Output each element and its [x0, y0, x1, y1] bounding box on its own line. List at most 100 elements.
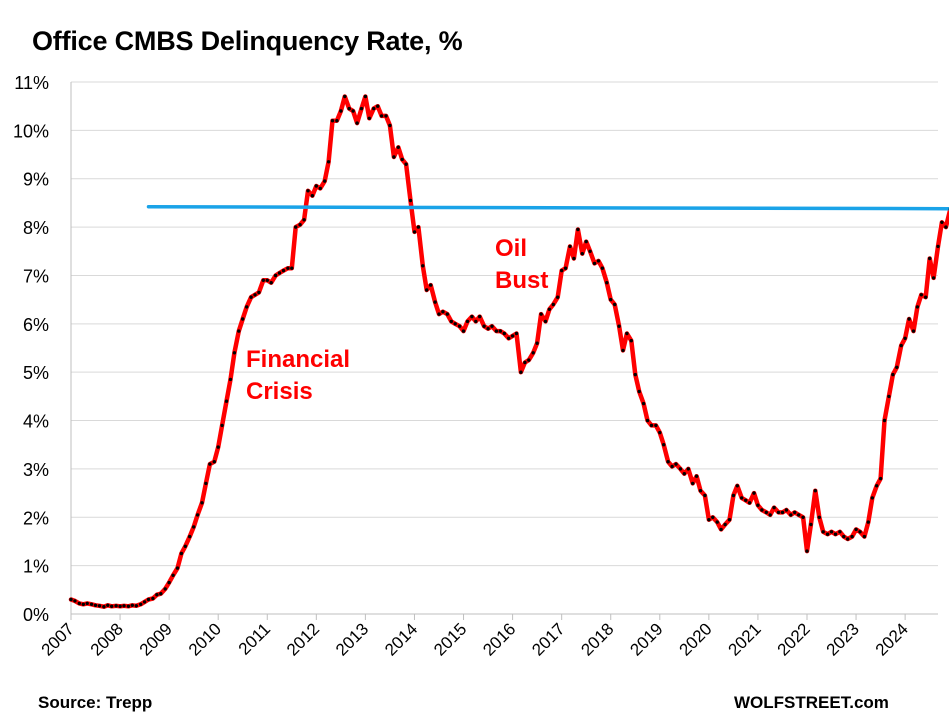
data-point — [662, 443, 666, 447]
data-point — [556, 295, 560, 299]
data-point — [719, 527, 723, 532]
data-point — [183, 544, 187, 548]
data-point — [97, 604, 102, 608]
data-point — [703, 493, 707, 498]
data-point — [568, 244, 572, 249]
data-point — [208, 462, 212, 466]
y-tick-label: 6% — [23, 315, 49, 335]
data-point — [318, 186, 322, 191]
data-point — [457, 324, 462, 328]
data-point — [547, 307, 552, 311]
x-tick-label: 2018 — [577, 619, 617, 659]
data-point — [142, 600, 147, 604]
data-point — [228, 377, 233, 382]
data-point — [821, 530, 825, 534]
data-point — [453, 322, 457, 326]
x-tick-label: 2021 — [725, 619, 765, 659]
data-point — [560, 268, 564, 273]
data-point — [261, 278, 265, 282]
data-point — [253, 293, 257, 297]
data-point — [780, 510, 785, 515]
data-point — [747, 501, 752, 505]
data-point — [817, 515, 821, 519]
data-point — [241, 317, 245, 321]
data-point — [273, 273, 278, 278]
reference-level-line — [146, 205, 949, 211]
data-point — [551, 302, 555, 307]
data-point — [85, 601, 89, 606]
data-point — [813, 489, 817, 493]
data-point — [895, 365, 899, 369]
data-point — [224, 399, 229, 403]
data-point — [752, 491, 756, 495]
data-point — [878, 476, 883, 481]
x-tick-label: 2012 — [283, 619, 323, 659]
data-point — [609, 297, 613, 302]
annotation-oil-line2: Bust — [495, 267, 549, 294]
data-point — [617, 324, 621, 328]
x-tick-labels: 2007 2008 2009 2010 2011 2012 2013 2014 2015 2016… — [38, 619, 912, 659]
y-tick-label: 4% — [23, 412, 49, 432]
source-note: Source: Trepp — [38, 693, 153, 712]
x-tick-label: 2023 — [823, 619, 863, 659]
delinquency-rate-line — [68, 94, 949, 609]
x-tick-label: 2011 — [235, 619, 274, 658]
data-point — [744, 498, 748, 502]
y-tick-label: 9% — [23, 170, 49, 190]
data-point — [421, 264, 425, 268]
data-point — [907, 317, 911, 321]
data-point — [294, 225, 298, 229]
data-point — [666, 460, 670, 464]
data-point — [286, 266, 290, 270]
data-point — [114, 604, 118, 608]
data-point — [441, 310, 445, 314]
data-point — [629, 339, 633, 343]
data-point — [678, 467, 683, 471]
data-point — [691, 481, 695, 486]
data-point — [257, 290, 261, 295]
data-point — [269, 281, 273, 285]
data-point — [928, 256, 932, 261]
data-point — [535, 341, 539, 345]
data-point — [711, 515, 715, 519]
data-point — [93, 603, 98, 607]
annotation-financial-crisis: Financial Crisis — [246, 344, 350, 408]
data-point — [825, 532, 830, 536]
data-point — [686, 467, 690, 471]
x-tick-label: 2013 — [332, 619, 372, 659]
data-point — [482, 324, 486, 328]
data-point — [940, 220, 944, 224]
data-point — [600, 266, 605, 270]
data-point — [858, 530, 862, 534]
brand-label: WOLFSTREET.com — [734, 693, 889, 712]
data-point — [200, 501, 204, 505]
annotation-oil-line1: Oil — [495, 235, 528, 262]
x-tick-label: 2015 — [430, 619, 470, 659]
data-point — [89, 602, 94, 606]
data-point — [727, 518, 732, 522]
data-point — [139, 602, 143, 606]
data-point — [882, 418, 887, 423]
data-point — [797, 513, 801, 517]
annotation-oil-bust: Oil Bust — [495, 233, 548, 297]
data-point — [592, 261, 597, 266]
data-point — [359, 106, 364, 111]
x-tick-label: 2014 — [381, 619, 421, 659]
data-point — [502, 331, 506, 336]
data-point — [163, 587, 167, 591]
y-tick-label: 0% — [23, 605, 49, 625]
data-point — [731, 493, 736, 498]
data-point — [237, 329, 241, 333]
data-point — [846, 537, 850, 541]
data-point — [572, 256, 576, 261]
x-tick-label: 2019 — [626, 619, 666, 659]
data-point — [633, 372, 637, 377]
x-tick-label: 2017 — [528, 619, 568, 659]
data-point — [220, 423, 224, 428]
data-point — [372, 106, 376, 111]
data-point — [130, 603, 134, 607]
data-point — [698, 489, 703, 493]
data-point — [363, 94, 368, 99]
x-tick-label: 2010 — [185, 619, 225, 659]
data-point — [400, 157, 404, 162]
